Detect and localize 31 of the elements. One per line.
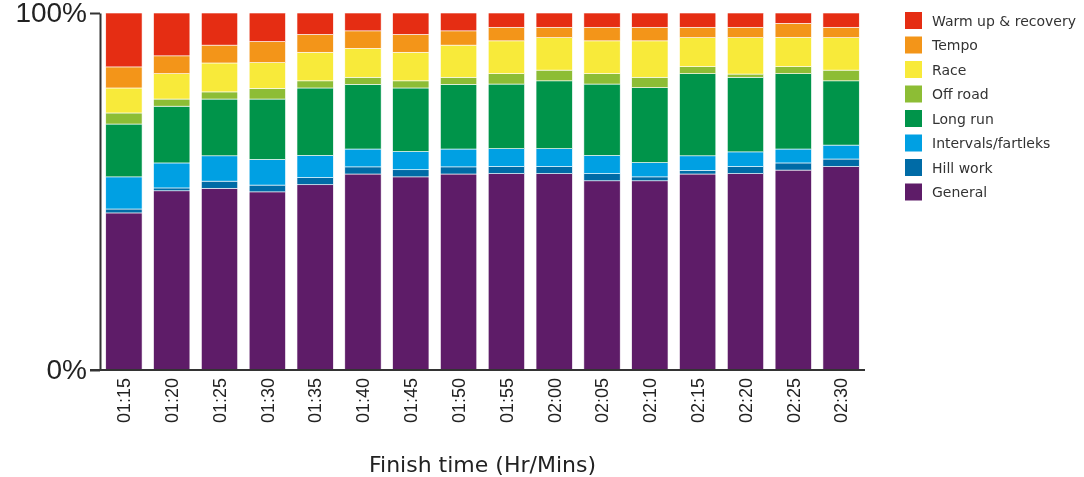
legend-label: Intervals/fartleks [932,135,1051,151]
x-tick-label: 02:05 [592,378,613,424]
bar [153,190,191,371]
legend-label: Warm up & recovery [932,12,1076,29]
bar [105,212,143,371]
x-tick-label: 01:55 [496,378,517,424]
x-tick-label: 01:25 [209,378,230,424]
bar [679,173,717,371]
x-tick-label: 01:30 [257,378,278,424]
x-tick-label: 01:15 [114,378,135,424]
legend-label: Race [932,61,967,78]
bar [631,180,669,371]
x-tick-label: 01:20 [162,378,183,424]
x-tick-label: 02:00 [544,378,565,424]
text: General [932,184,988,200]
x-tick-label: 02:30 [831,378,852,424]
legend-label: Hill work [932,159,994,176]
x-tick-label: 01:35 [305,378,326,424]
legend-label: Long run [932,110,994,127]
x-tick-label: 01:45 [401,378,422,424]
x-axis-title: Finish time (Hr/Mins) [369,452,596,477]
x-tick-label: 01:50 [448,378,469,424]
x-tick-label: 02:15 [687,378,708,424]
y-tick-label: 0% [46,354,87,386]
legend-label: Tempo [931,37,978,53]
x-tick-label: 01:40 [353,378,374,424]
legend-label: Off road [932,86,989,102]
x-tick-label: 02:25 [783,378,804,424]
x-tick-label: 02:20 [735,378,756,424]
y-tick-label: 100% [15,0,87,29]
x-tick-label: 02:10 [640,378,661,424]
